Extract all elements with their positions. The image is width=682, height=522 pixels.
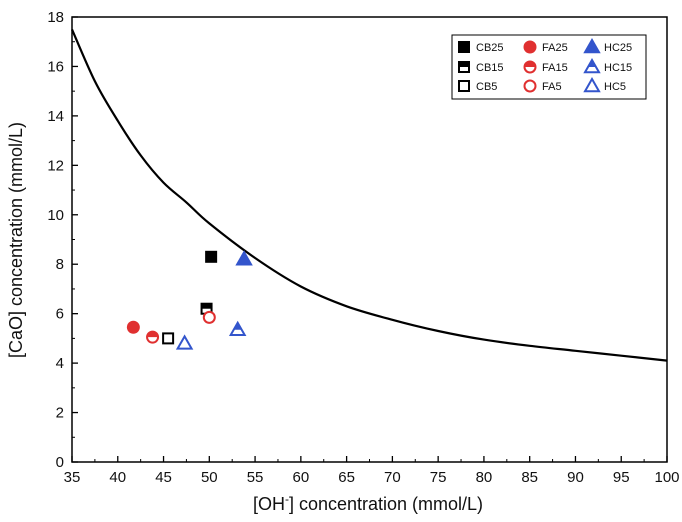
point-fa15 [146,330,160,344]
x-tick-label: 40 [109,469,126,486]
x-tick-label: 80 [476,469,493,486]
x-tick-label: 35 [64,469,81,486]
legend-marker-cb25-shape [458,41,470,53]
points-layer [126,250,253,350]
y-tick-label: 6 [56,306,64,323]
legend-label-hc15: HC15 [604,62,632,74]
curve-layer [70,28,668,362]
legend-marker-cb25 [458,41,470,53]
legend-marker-hc25-shape [583,37,601,54]
y-axis-label: [CaO] concentration (mmol/L) [6,122,26,358]
legend-box [451,34,647,100]
y-tick-label: 8 [56,256,64,273]
legend-marker-hc5 [583,76,601,93]
point-hc25-shape [235,250,253,266]
point-hc5-shape [175,334,194,350]
point-cb5-shape [162,332,175,345]
point-fa5 [202,310,216,324]
point-fa25 [126,320,140,334]
legend-label-cb15: CB15 [476,62,504,74]
legend-marker-fa5-shape [523,79,537,93]
y-tick-label: 12 [47,157,64,174]
solubility-curve [70,28,668,362]
legend-marker-cb15-half [459,62,469,67]
legend-label-cb5: CB5 [476,81,497,93]
legend-label-cb25: CB25 [476,42,504,54]
legend-marker-fa15-half [524,61,536,67]
legend-label-fa5: FA5 [542,81,562,93]
point-cb25-shape [205,250,218,263]
legend-label-hc5: HC5 [604,81,626,93]
legend-marker-fa5 [523,79,537,93]
legend-label-fa15: FA15 [542,62,568,74]
x-tick-label: 95 [613,469,630,486]
x-tick-label: 45 [155,469,172,486]
legend-label-hc25: HC25 [604,42,632,54]
legend-marker-hc5-shape [583,76,601,93]
legend-marker-hc25 [583,37,601,54]
y-tick-label: 14 [47,108,64,125]
x-axis-label: [OH-] concentration (mmol/L) [253,492,483,514]
point-fa5-shape [202,310,216,324]
x-tick-label: 75 [430,469,447,486]
legend-marker-fa25 [523,40,537,54]
legend-marker-hc15-half [588,60,596,67]
x-tick-label: 90 [567,469,584,486]
x-tick-label: 65 [338,469,355,486]
y-tick-label: 2 [56,405,64,422]
y-tick-label: 4 [56,355,64,372]
x-tick-label: 70 [384,469,401,486]
point-cb15-half [201,303,212,309]
x-axis-ticks: 35 40 45 50 55 60 65 70 75 80 85 90 95 100 [64,456,680,486]
point-hc15 [228,320,247,336]
x-tick-label: 100 [654,469,679,486]
point-fa25-shape [126,320,140,334]
legend-marker-fa25-shape [523,40,537,54]
x-tick-label: 85 [521,469,538,486]
point-hc25 [235,250,253,266]
legend-marker-cb15 [458,61,470,73]
y-tick-label: 0 [56,454,64,471]
legend: CB25 CB15 CB5 FA25 FA15 FA5 HC25 HC15 HC5 [451,34,647,100]
point-hc5 [175,334,194,350]
y-tick-label: 10 [47,207,64,224]
point-cb25 [205,250,218,263]
y-axis-ticks: 0 2 4 6 8 10 12 14 16 18 [47,9,78,471]
y-tick-label: 16 [47,58,64,75]
legend-marker-cb5 [458,80,470,92]
legend-marker-fa15 [523,60,537,74]
legend-label-fa25: FA25 [542,42,568,54]
x-tick-label: 50 [201,469,218,486]
x-tick-label: 60 [293,469,310,486]
x-tick-label: 55 [247,469,264,486]
y-tick-label: 18 [47,9,64,26]
legend-marker-cb5-shape [458,80,470,92]
point-cb5 [162,332,175,345]
point-hc15-half [233,322,242,330]
point-fa15-half [147,331,159,338]
legend-marker-hc15 [583,57,601,74]
